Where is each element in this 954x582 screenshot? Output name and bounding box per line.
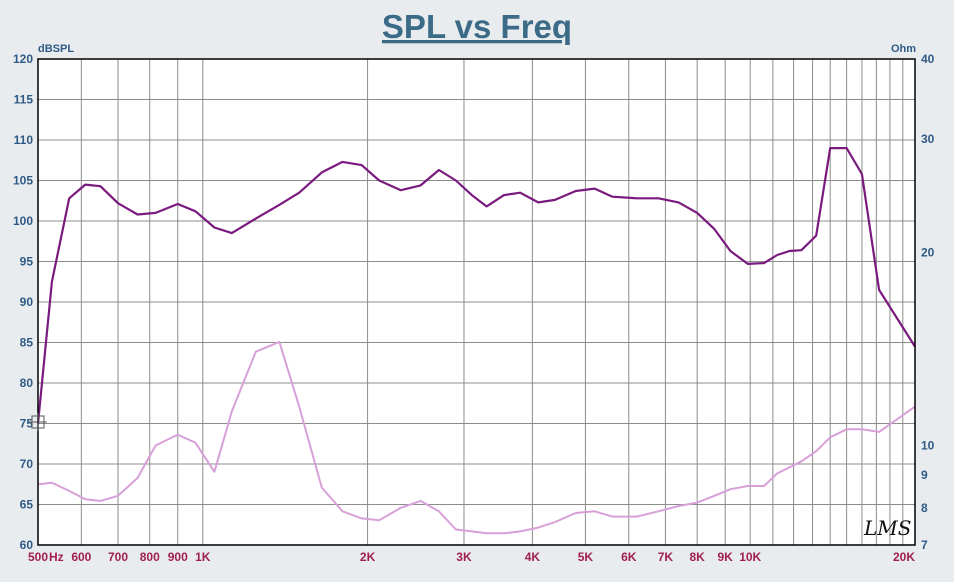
x-tick-label: 7K (658, 550, 674, 564)
plot-frame (37, 58, 916, 546)
lms-logo: LMS (863, 516, 911, 540)
left-tick-label: 75 (20, 417, 34, 431)
right-axis-ticks: 40 30 20 10 9 8 7 (921, 52, 935, 552)
x-tick-label: 500 (28, 550, 48, 564)
x-tick-label: 5K (578, 550, 594, 564)
left-tick-label: 120 (13, 52, 33, 66)
series-layer (36, 147, 916, 535)
right-tick-label: 9 (921, 468, 928, 482)
left-tick-label: 70 (20, 457, 34, 471)
left-tick-label: 90 (20, 295, 34, 309)
x-tick-label: 6K (621, 550, 637, 564)
x-tick-label: 3K (456, 550, 472, 564)
x-axis-ticks: 500 Hz 600 700 800 900 1K 2K 3K 4K 5K 6K 7K 8K 9K 10K 20… (28, 550, 915, 564)
right-tick-label: 10 (921, 439, 935, 453)
left-tick-label: 95 (20, 255, 34, 269)
x-tick-label: 20K (893, 550, 915, 564)
left-tick-label: 60 (20, 538, 34, 552)
left-tick-label: 85 (20, 336, 34, 350)
x-tick-label: 600 (71, 550, 91, 564)
right-tick-label: 30 (921, 132, 935, 146)
x-tick-label: 900 (168, 550, 188, 564)
impedance-series-line (37, 340, 916, 535)
left-tick-label: 110 (14, 133, 34, 147)
x-tick-label: 700 (108, 550, 128, 564)
x-tick-label: 4K (525, 550, 541, 564)
right-tick-label: 7 (921, 538, 928, 552)
chart-title: SPL vs Freq (382, 8, 572, 45)
x-tick-label: 2K (360, 550, 376, 564)
right-tick-label: 40 (921, 52, 935, 66)
x-tick-label: 10K (739, 550, 761, 564)
left-axis-ticks: 120 115 110 105 100 95 90 85 80 75 70 65 60 (13, 52, 33, 552)
left-tick-label: 100 (13, 214, 33, 228)
right-tick-label: 8 (921, 501, 928, 515)
right-tick-label: 20 (921, 245, 935, 259)
left-axis-label: dBSPL (38, 43, 74, 55)
x-tick-label: 800 (140, 550, 160, 564)
right-axis-label: Ohm (891, 43, 916, 55)
x-tick-label: Hz (49, 550, 64, 564)
x-tick-label: 1K (195, 550, 211, 564)
left-tick-label: 105 (13, 174, 33, 188)
x-tick-label: 8K (689, 550, 705, 564)
cursor-marker[interactable] (29, 413, 47, 431)
left-tick-label: 65 (20, 498, 34, 512)
left-tick-label: 80 (20, 376, 34, 390)
spl-series-line (36, 147, 916, 424)
x-tick-label: 9K (717, 550, 733, 564)
left-tick-label: 115 (14, 93, 34, 107)
logo-text: LMS (863, 516, 911, 540)
